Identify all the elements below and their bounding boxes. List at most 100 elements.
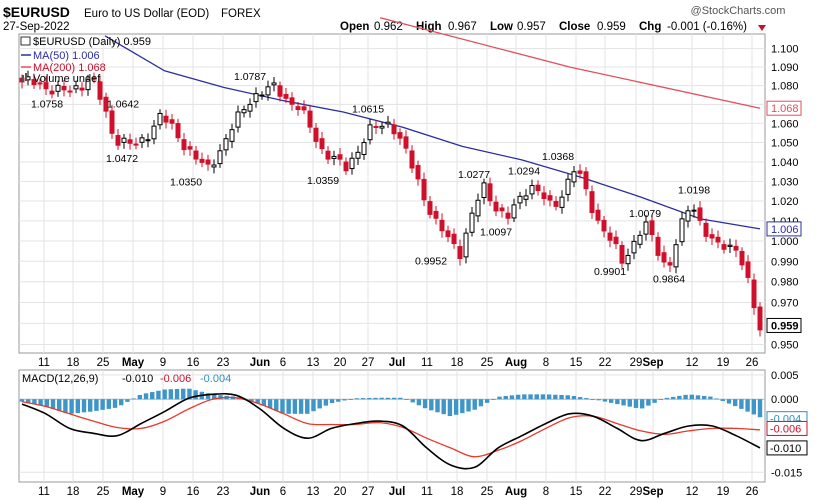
price-value-label: 0.959 (771, 320, 799, 332)
candle-body (139, 137, 145, 143)
candle-body (391, 124, 397, 135)
macd-histogram-bar (745, 399, 750, 412)
candle-body (241, 109, 247, 114)
macd-histogram-bar (701, 395, 707, 400)
candle-body (409, 150, 415, 169)
price-tick-label: 1.000 (771, 236, 799, 248)
macd-histogram-bar (602, 399, 608, 402)
candle-body (307, 110, 313, 128)
price-annotation: 1.0615 (352, 104, 384, 116)
macd-histogram-bar (323, 399, 329, 406)
macd-histogram-bar (484, 399, 490, 403)
macd-histogram-bar (125, 399, 130, 402)
candle-body (55, 84, 61, 92)
macd-histogram-bar (63, 399, 68, 413)
candle-body (79, 87, 85, 91)
macd-histogram-bar (429, 399, 434, 411)
candle-legend-icon (20, 36, 31, 46)
macd-histogram-bar (646, 399, 651, 406)
candle-body (487, 183, 493, 202)
macd-histogram-bar (373, 397, 378, 400)
macd-histogram-bar (596, 399, 601, 401)
macd-histogram-bar (255, 399, 260, 404)
macd-histogram-bar (453, 399, 459, 415)
candle-body (103, 96, 109, 112)
macd-histogram-bar (422, 399, 428, 409)
macd-histogram-bar (689, 394, 694, 400)
candle-body (517, 195, 523, 204)
macd-histogram-bar (608, 399, 614, 403)
macd-x-tick-label: 18 (451, 486, 464, 498)
candle-body (373, 126, 379, 129)
candle-body (757, 306, 763, 331)
candle-body (199, 158, 205, 163)
macd-histogram-bar (212, 394, 217, 400)
candle-body (223, 138, 229, 151)
candle-body (565, 178, 571, 195)
candle-body (379, 125, 385, 129)
macd-histogram-bar (751, 399, 756, 415)
legend-ma200: MA(200) 1.068 (33, 62, 106, 74)
x-tick-label: 11 (421, 357, 433, 369)
macd-histogram-bar (274, 399, 279, 411)
low-value: 0.957 (517, 21, 546, 33)
price-annotation: 1.0294 (508, 165, 540, 177)
candle-body (253, 93, 259, 103)
macd-histogram-bar (515, 394, 521, 400)
macd-histogram-bar (466, 399, 471, 412)
macd-x-tick-label: 26 (746, 486, 759, 498)
macd-histogram-bar (88, 399, 93, 412)
candle-body (367, 124, 373, 141)
macd-histogram-bar (311, 399, 316, 412)
macd-histogram-bar (143, 393, 149, 400)
macd-histogram-bar (391, 397, 397, 400)
x-tick-label: 19 (717, 357, 730, 369)
candle-body (475, 199, 481, 217)
candle-body (619, 244, 625, 264)
price-annotation: 1.0350 (170, 177, 202, 189)
candle-body (61, 85, 67, 91)
volume-legend-icon (25, 73, 27, 81)
x-tick-label: 25 (481, 357, 494, 369)
macd-x-tick-label: 29 (630, 486, 643, 498)
price-annotation: 1.0642 (107, 98, 139, 110)
macd-histogram-bar (472, 399, 477, 410)
candle-body (421, 178, 427, 201)
macd-x-tick-label: 18 (67, 486, 80, 498)
macd-tick-label: 0.005 (771, 370, 799, 382)
x-tick-label: 22 (599, 357, 612, 369)
macd-x-tick-label: 25 (97, 486, 110, 498)
macd-x-tick-label: 11 (421, 486, 433, 498)
macd-histogram-bar (670, 396, 676, 400)
macd-histogram-bar (261, 399, 267, 406)
candle-body (235, 111, 241, 128)
macd-legend: MACD(12,26,9) -0.010 -0.006 -0.004 (22, 373, 231, 385)
macd-histogram-bar (404, 399, 409, 401)
candle-body (541, 192, 547, 200)
x-tick-label: 20 (334, 357, 347, 369)
macd-histogram-bar (119, 399, 124, 406)
candle-body (337, 154, 343, 160)
x-tick-label: 9 (160, 357, 166, 369)
chg-value: -0.001 (-0.16%) (667, 21, 747, 33)
chart-date: 27-Sep-2022 (3, 21, 70, 33)
candle-body (637, 234, 643, 245)
macd-histogram-bar (639, 399, 645, 409)
macd-histogram-bar (342, 399, 347, 401)
macd-histogram-bar (503, 396, 508, 400)
x-tick-label: 6 (280, 357, 286, 369)
macd-histogram-bar (360, 398, 366, 400)
legend-price: $EURUSD (Daily) 0.959 (33, 36, 151, 48)
candle-body (643, 221, 649, 235)
macd-histogram-bar (19, 399, 25, 402)
price-tick-label: 1.100 (771, 44, 799, 56)
x-tick-label: 25 (97, 357, 110, 369)
candle-body (229, 129, 235, 142)
macd-histogram-bar (565, 395, 570, 400)
macd-histogram-bar (447, 399, 453, 417)
macd-histogram-bar (181, 388, 186, 400)
open-value: 0.962 (374, 21, 403, 33)
x-tick-label: Aug (505, 357, 527, 369)
candle-body (439, 219, 445, 232)
